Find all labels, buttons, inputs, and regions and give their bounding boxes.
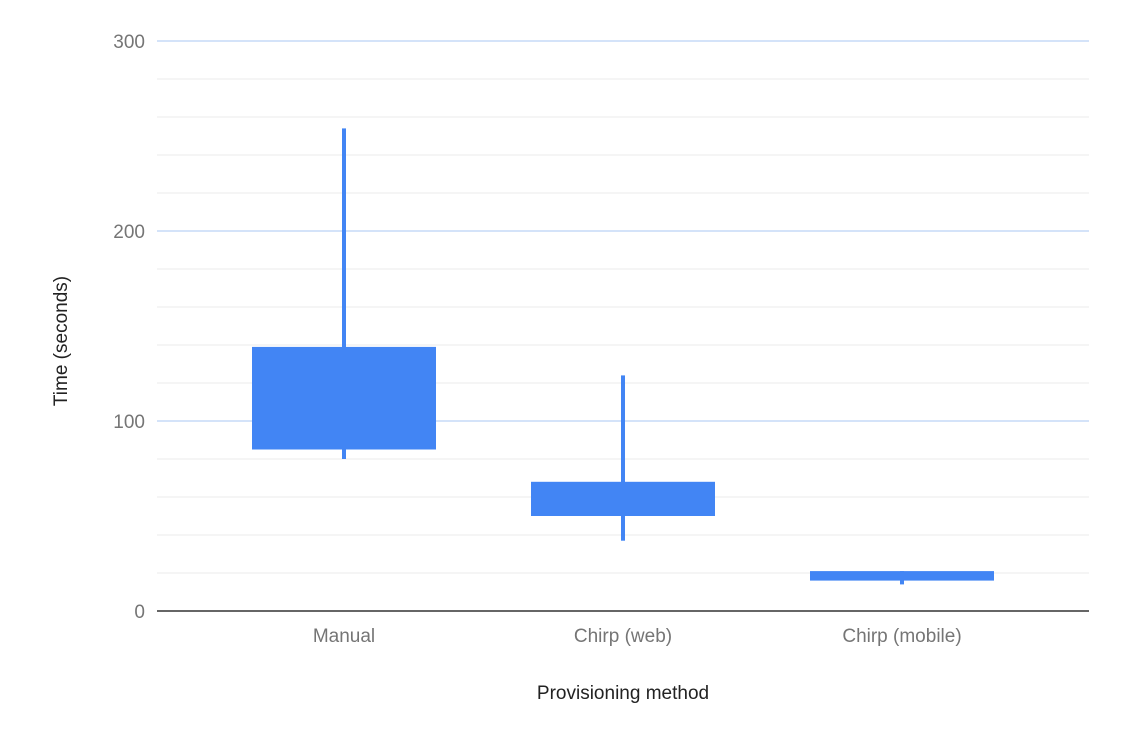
x-axis-tick-labels: Manual Chirp (web) Chirp (mobile) — [313, 626, 962, 647]
box — [531, 482, 715, 516]
x-tick-label: Chirp (mobile) — [842, 626, 961, 647]
box — [810, 571, 994, 581]
x-axis-title: Provisioning method — [537, 683, 709, 704]
y-axis-title: Time (seconds) — [51, 276, 72, 406]
box — [252, 347, 436, 450]
y-tick-label: 200 — [113, 222, 145, 243]
x-tick-label: Manual — [313, 626, 375, 647]
y-tick-label: 300 — [113, 32, 145, 53]
y-axis-tick-labels: 0 100 200 300 — [113, 32, 145, 623]
x-tick-label: Chirp (web) — [574, 626, 672, 647]
candle — [252, 128, 436, 459]
plot-area — [252, 128, 994, 584]
y-tick-label: 100 — [113, 412, 145, 433]
candle — [531, 375, 715, 540]
candle — [810, 571, 994, 584]
y-tick-label: 0 — [134, 602, 145, 623]
